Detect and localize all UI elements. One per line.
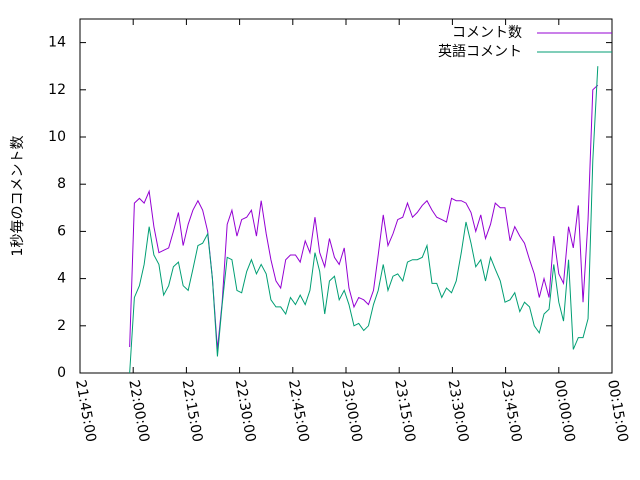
y-tick-label: 12 xyxy=(48,82,66,98)
x-tick-label: 22:15:00 xyxy=(179,379,206,444)
x-tick-label: 22:00:00 xyxy=(125,379,152,444)
series-line xyxy=(129,66,599,374)
plot-frame xyxy=(79,18,613,374)
y-axis-label: 1秒毎のコメント数 xyxy=(10,136,26,257)
legend-label: コメント数 xyxy=(452,25,522,41)
series-line xyxy=(129,84,599,350)
y-tick-label: 6 xyxy=(57,223,66,239)
x-tick-label: 00:15:00 xyxy=(604,379,631,444)
x-tick-label: 23:00:00 xyxy=(338,379,365,444)
x-tick-label: 22:30:00 xyxy=(232,379,259,444)
y-tick-label: 10 xyxy=(48,129,66,145)
x-tick-label: 22:45:00 xyxy=(285,379,312,444)
x-tick-label: 23:45:00 xyxy=(498,379,525,444)
x-tick-label: 23:30:00 xyxy=(445,379,472,444)
legend-label: 英語コメント xyxy=(438,43,522,60)
x-tick-label: 23:15:00 xyxy=(391,379,418,444)
y-tick-label: 2 xyxy=(57,318,66,334)
x-tick-label: 21:45:00 xyxy=(72,379,99,444)
x-tick-label: 00:00:00 xyxy=(551,379,578,444)
y-tick-label: 0 xyxy=(57,365,66,381)
y-tick-label: 14 xyxy=(48,35,66,51)
y-tick-label: 4 xyxy=(57,271,66,287)
y-tick-label: 8 xyxy=(57,176,66,192)
